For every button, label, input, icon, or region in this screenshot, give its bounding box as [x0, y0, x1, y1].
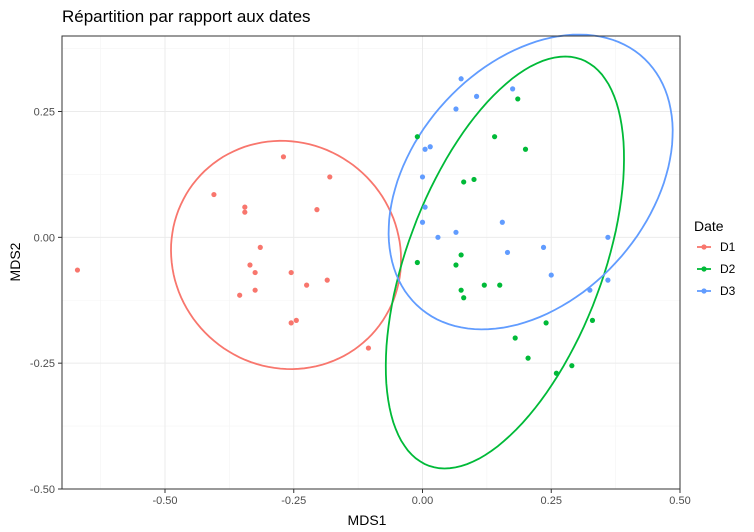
point-d1	[365, 345, 372, 351]
point-d3	[504, 249, 511, 256]
x-axis-title: MDS1	[348, 512, 387, 528]
point-d2	[515, 96, 521, 102]
point-d3	[548, 272, 554, 278]
point-d2	[492, 134, 498, 140]
point-d1	[304, 282, 310, 288]
chart-title: Répartition par rapport aux dates	[62, 7, 311, 26]
point-d1	[242, 204, 248, 210]
y-tick-label: 0.00	[34, 232, 55, 244]
plot-border	[61, 35, 681, 490]
x-tick-label: -0.50	[152, 495, 177, 507]
point-d3	[587, 287, 593, 293]
point-d1	[288, 269, 294, 276]
x-tick-label: -0.25	[281, 495, 306, 507]
point-d2	[461, 295, 467, 301]
y-tick-label: 0.25	[34, 107, 55, 119]
point-d2	[569, 363, 575, 369]
point-d1	[327, 174, 333, 180]
point-d2	[471, 176, 477, 183]
confidence-ellipses	[170, 33, 674, 470]
legend-key-point	[701, 244, 707, 250]
point-d2	[461, 179, 467, 185]
point-d3	[458, 76, 464, 82]
point-d3	[422, 204, 428, 210]
point-d2	[414, 134, 420, 140]
point-d2	[481, 282, 487, 288]
point-d2	[543, 320, 549, 326]
point-d2	[414, 259, 420, 266]
point-d2	[553, 370, 560, 376]
ellipse-d1	[170, 139, 402, 371]
x-tick-label: 0.25	[541, 495, 562, 507]
point-d3	[422, 146, 428, 152]
point-d1	[280, 154, 287, 160]
x-tick-label: 0.50	[669, 495, 690, 507]
point-d2	[589, 317, 596, 323]
point-d3	[427, 144, 433, 150]
point-d3	[605, 234, 611, 240]
point-d3	[540, 244, 547, 250]
plot-panel	[61, 35, 681, 490]
point-d1	[288, 320, 294, 326]
ellipse-d3	[387, 33, 674, 331]
point-d3	[605, 277, 611, 283]
point-d2	[453, 262, 459, 268]
y-tick-label: -0.50	[30, 484, 55, 496]
ellipse-d2	[384, 55, 625, 470]
point-d2	[522, 146, 529, 152]
point-d1	[247, 262, 253, 268]
y-axis-title: MDS2	[7, 242, 23, 281]
point-d1	[74, 267, 81, 273]
point-d3	[419, 219, 426, 225]
point-d2	[458, 252, 464, 258]
data-points	[74, 76, 611, 376]
point-d2	[458, 287, 464, 293]
legend-key-point	[701, 288, 707, 294]
y-tick-label: -0.25	[30, 358, 55, 370]
point-d1	[252, 287, 258, 293]
point-d3	[419, 174, 426, 180]
point-d2	[497, 282, 503, 288]
point-d1	[211, 191, 217, 198]
x-axis-ticks: -0.50 -0.25 0.00 0.25 0.50	[152, 489, 691, 507]
point-d1	[293, 317, 299, 323]
legend-label: D2	[720, 262, 736, 276]
point-d1	[314, 207, 320, 213]
legend-key-point	[701, 266, 707, 272]
point-d3	[510, 86, 516, 92]
legend-label: D1	[720, 240, 736, 254]
point-d3	[435, 234, 441, 240]
point-d3	[453, 106, 459, 112]
point-d1	[257, 244, 263, 250]
legend: Date D1 D2 D3	[694, 218, 736, 298]
x-tick-label: 0.00	[412, 495, 433, 507]
point-d3	[453, 229, 459, 235]
legend-title: Date	[694, 218, 724, 234]
point-d1	[237, 292, 243, 298]
point-d3	[499, 219, 505, 225]
point-d1	[242, 209, 248, 215]
y-axis-ticks: -0.50 -0.25 0.00 0.25	[30, 107, 62, 496]
point-d1	[252, 269, 258, 276]
point-d2	[525, 355, 531, 361]
point-d1	[324, 277, 330, 283]
legend-label: D3	[720, 284, 736, 298]
point-d2	[512, 335, 518, 341]
point-d3	[473, 93, 480, 99]
